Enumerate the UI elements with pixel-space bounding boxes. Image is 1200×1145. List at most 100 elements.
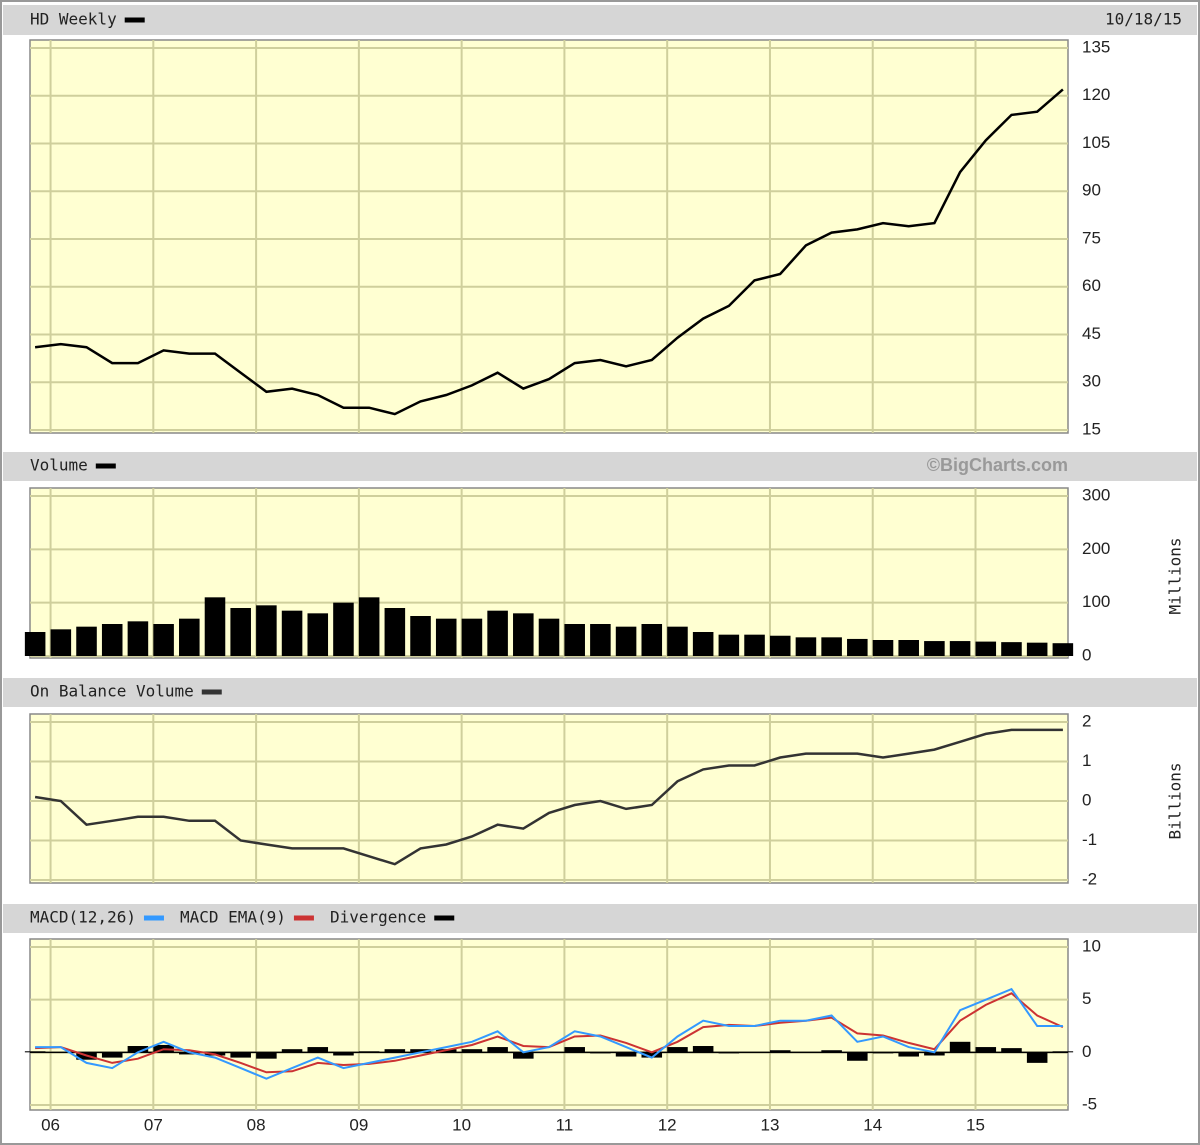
bar [281,1049,303,1053]
bar [487,610,508,656]
bar [718,1052,740,1054]
bar [230,1052,251,1058]
plot-area [29,39,1069,434]
bar [692,632,714,656]
y-tick-label: 10 [1082,936,1101,955]
header-bar [3,904,1197,933]
bar [410,1049,431,1053]
bar [307,1047,329,1053]
bar [513,1052,534,1059]
bar [358,1051,380,1053]
bar [590,624,611,656]
y-tick-label: 2 [1082,711,1091,730]
bar [615,626,637,656]
bar [847,1052,868,1061]
bar [1001,1048,1022,1053]
x-tick-label: 11 [556,1115,574,1134]
series-line [34,88,1064,416]
bar [769,635,791,656]
y-tick-label: 0 [1082,645,1091,664]
y-tick-label: 1 [1082,751,1091,770]
y-axis-label: Millions [1166,537,1185,614]
bar [898,1052,919,1057]
plot-area [29,938,1069,1111]
bar [384,608,406,656]
y-tick-label: 75 [1082,228,1101,247]
bar [358,597,380,656]
bar [641,1052,663,1058]
y-tick-label: -5 [1082,1094,1097,1113]
bar [50,629,72,656]
bar [769,1050,791,1053]
series-line [35,987,1063,1080]
plot-area [29,713,1069,884]
legend-label: MACD(12,26) [30,908,136,927]
y-tick-label: -1 [1082,830,1097,849]
bar [153,624,174,656]
bar [333,602,354,656]
y-tick-label: 5 [1082,989,1091,1008]
bar [590,1052,611,1054]
bar [333,1052,354,1056]
bar [230,608,251,656]
header-bar [3,5,1197,35]
x-tick-label: 09 [349,1115,368,1134]
x-tick-label: 15 [966,1115,985,1134]
bar [410,616,431,656]
y-tick-label: 45 [1082,324,1101,343]
bar [924,1052,945,1056]
bar [1001,642,1022,656]
bar [718,634,740,656]
bar [281,610,303,656]
bar [127,1046,149,1053]
bar [949,1041,971,1053]
y-tick-label: 15 [1082,419,1101,438]
bar [513,613,534,656]
legend-label: Volume [30,456,88,475]
bar [564,1047,585,1053]
bar [898,640,919,656]
bar [1052,1051,1074,1053]
y-tick-label: 105 [1082,133,1110,152]
bar [127,621,149,656]
bar [461,618,483,656]
x-tick-label: 14 [863,1115,882,1134]
bar [24,1051,46,1053]
y-tick-label: 120 [1082,85,1110,104]
bar [821,637,842,656]
bar [76,626,97,656]
legend-label: HD Weekly [30,10,117,29]
legend-label: MACD EMA(9) [180,908,286,927]
y-tick-label: 135 [1082,37,1110,56]
bar [667,1047,688,1053]
legend-label: On Balance Volume [30,682,194,701]
bar [179,1052,200,1055]
bar [256,605,277,656]
bar [461,1049,483,1053]
bar [615,1052,637,1057]
x-tick-label: 08 [247,1115,266,1134]
bar [24,632,46,656]
bar [872,1052,894,1054]
date-label: 10/18/15 [1105,10,1182,29]
y-tick-label: -2 [1082,869,1097,888]
bar [1026,642,1048,656]
bar [795,637,817,656]
bar [204,597,226,656]
bar [692,1046,714,1053]
bar [435,618,457,656]
bar [101,1052,123,1058]
bar [847,638,868,656]
bar [1026,1052,1048,1063]
x-tick-label: 06 [41,1115,60,1134]
x-tick-label: 10 [452,1115,471,1134]
x-tick-label: 13 [760,1115,779,1134]
bar [179,618,200,656]
series-line [34,728,1063,866]
bar [256,1052,277,1059]
bar [744,634,765,656]
bar [872,640,894,656]
bar [538,618,560,656]
bar [975,1047,997,1053]
